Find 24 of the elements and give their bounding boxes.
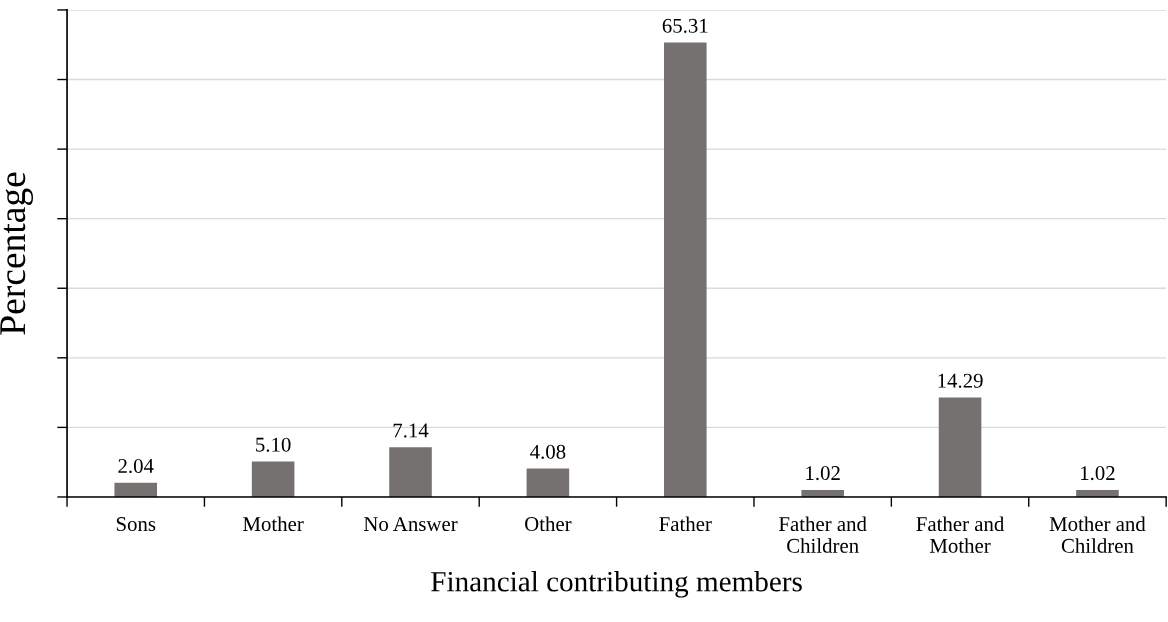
data-label: 1.02 (806, 466, 840, 481)
x-tick-label: Sons (116, 517, 156, 532)
x-tick-label: No Answer (363, 517, 458, 532)
data-label: 1.02 (1081, 466, 1115, 481)
x-tick-label: Father and Children (779, 516, 867, 553)
bar (663, 42, 707, 497)
x-tick-label: Father (659, 516, 712, 532)
x-tick-label: Other (525, 516, 572, 532)
data-label: 4.08 (530, 444, 566, 459)
data-label: 2.04 (118, 458, 154, 474)
x-tick-label: Father and Mother (916, 516, 1005, 553)
bar (389, 447, 432, 497)
data-label: 14.29 (938, 373, 983, 388)
data-label: 65.31 (662, 18, 708, 33)
data-label: 5.10 (256, 437, 291, 452)
x-tick-label: Mother (243, 516, 304, 532)
bar (251, 461, 295, 497)
data-label: 7.14 (393, 423, 429, 438)
x-tick-label: Mother and Children (1049, 516, 1146, 553)
bar (938, 397, 982, 497)
bar (526, 468, 570, 497)
y-axis-title: Percentage (0, 172, 34, 335)
x-axis-title: Financial contributing members (431, 570, 802, 598)
bar (114, 482, 158, 497)
